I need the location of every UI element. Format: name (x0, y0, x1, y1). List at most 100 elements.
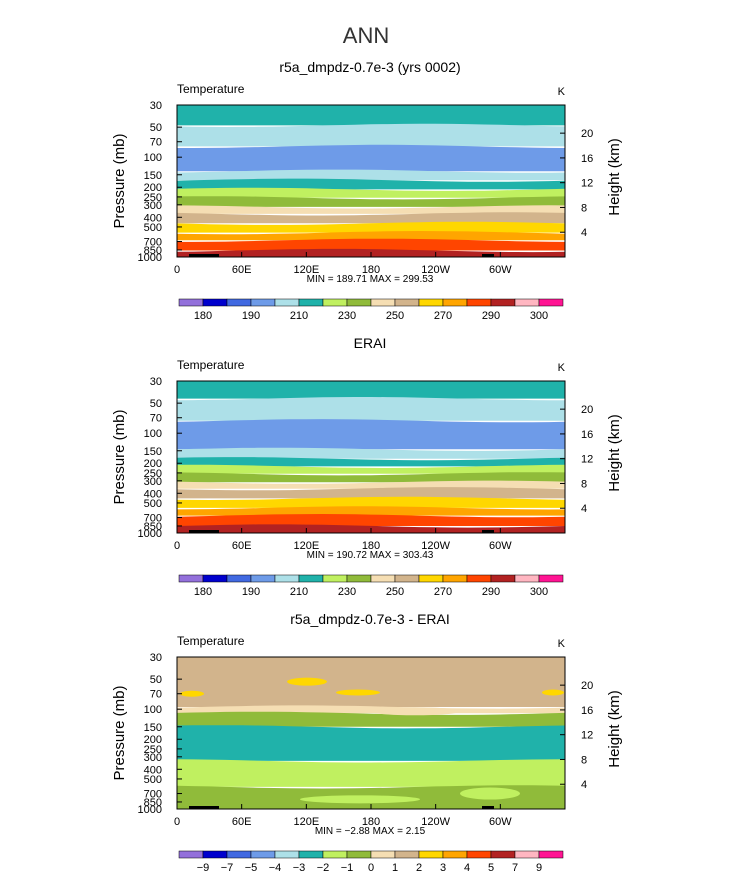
contour-band (177, 447, 565, 459)
y-tick-label: 400 (144, 488, 162, 500)
contour-band (177, 196, 565, 207)
colorbar-label: −2 (317, 862, 330, 874)
contour-band (177, 381, 565, 399)
contour-band (177, 487, 565, 499)
contour-band (177, 178, 565, 190)
anomaly-patch (287, 677, 327, 686)
contour-band (177, 169, 565, 181)
colorbar-swatch (466, 298, 492, 307)
units-label: K (558, 638, 566, 650)
colorbar-label: 270 (434, 310, 452, 322)
main-title: ANN (343, 23, 389, 48)
colorbar-label: 180 (194, 310, 212, 322)
colorbar-label: 300 (530, 586, 548, 598)
colorbar-label: −5 (245, 862, 258, 874)
colorbar-label: 9 (536, 862, 542, 874)
y-tick-label: 200 (144, 182, 162, 194)
y-right-tick-label: 16 (581, 429, 593, 441)
y-right-axis-label: Height (km) (606, 690, 623, 768)
colorbar-swatch (490, 574, 516, 583)
y-right-tick-label: 16 (581, 153, 593, 165)
y-tick-label: 850 (144, 245, 162, 257)
y-tick-label: 50 (150, 674, 162, 686)
colorbar-swatch (202, 298, 228, 307)
colorbar-swatch (298, 298, 324, 307)
contour-band (177, 464, 565, 474)
contour-band (177, 238, 565, 251)
colorbar-swatch (514, 298, 540, 307)
colorbar-label: 5 (488, 862, 494, 874)
colorbar-swatch (178, 850, 204, 859)
colorbar-swatch (394, 574, 420, 583)
variable-label: Temperature (177, 358, 245, 372)
colorbar-swatch (394, 850, 420, 859)
colorbar-label: 230 (338, 310, 356, 322)
y-tick-label: 250 (144, 744, 162, 756)
y-tick-label: 150 (144, 170, 162, 182)
y-tick-label: 250 (144, 468, 162, 480)
colorbar-swatch (226, 574, 252, 583)
colorbar-swatch (538, 574, 564, 583)
y-tick-label: 150 (144, 446, 162, 458)
colorbar-swatch (442, 850, 468, 859)
colorbar-label: 210 (290, 310, 308, 322)
contour-band (177, 759, 565, 787)
colorbar-swatch (346, 574, 372, 583)
y-tick-label: 850 (144, 797, 162, 809)
colorbar-swatch (322, 298, 348, 307)
contour-band (177, 231, 565, 241)
colorbar-label: −3 (293, 862, 306, 874)
x-tick-label: 0 (174, 816, 180, 828)
colorbar-swatch (466, 850, 492, 859)
colorbar-swatch (298, 850, 324, 859)
colorbar-label: 250 (386, 586, 404, 598)
colorbar-swatch (346, 850, 372, 859)
y-right-tick-label: 8 (581, 202, 587, 214)
contour-band (177, 725, 565, 761)
y-right-tick-label: 4 (581, 227, 587, 239)
panel-title: r5a_dmpdz-0.7e-3 - ERAI (290, 611, 450, 627)
colorbar-swatch (226, 850, 252, 859)
colorbar-swatch (370, 574, 396, 583)
stats-label: MIN = 190.72 MAX = 303.43 (307, 550, 434, 561)
colorbar-swatch (178, 298, 204, 307)
anomaly-patch (180, 690, 204, 697)
y-right-tick-label: 12 (581, 178, 593, 190)
y-tick-label: 850 (144, 521, 162, 533)
contour-band (177, 187, 565, 198)
x-tick-label: 60E (232, 264, 252, 276)
y-right-tick-label: 4 (581, 779, 587, 791)
colorbar-swatch (442, 574, 468, 583)
y-tick-label: 300 (144, 752, 162, 764)
x-tick-label: 60W (489, 264, 512, 276)
y-tick-label: 700 (144, 237, 162, 249)
contour-band (177, 657, 565, 707)
y-tick-label: 700 (144, 513, 162, 525)
colorbar-label: −4 (269, 862, 282, 874)
y-tick-label: 400 (144, 212, 162, 224)
y-right-tick-label: 16 (581, 705, 593, 717)
colorbar-label: −9 (197, 862, 210, 874)
colorbar-swatch (226, 298, 252, 307)
y-tick-label: 1000 (138, 252, 162, 264)
contour-bands (177, 381, 565, 533)
y-right-tick-label: 20 (581, 680, 593, 692)
colorbar-swatch (370, 298, 396, 307)
y-tick-label: 400 (144, 764, 162, 776)
colorbar-label: 250 (386, 310, 404, 322)
colorbar-label: 290 (482, 310, 500, 322)
topography-mark (189, 530, 219, 533)
contour-band (177, 105, 565, 126)
y-tick-label: 50 (150, 398, 162, 410)
y-right-tick-label: 4 (581, 503, 587, 515)
x-tick-label: 120E (293, 540, 319, 552)
colorbar-swatch (298, 574, 324, 583)
colorbar-swatch (394, 298, 420, 307)
anomaly-patch (542, 689, 564, 696)
topography-mark (482, 806, 494, 809)
y-right-tick-label: 12 (581, 730, 593, 742)
colorbar-swatch (274, 574, 300, 583)
colorbar-label: 1 (392, 862, 398, 874)
y-tick-label: 150 (144, 722, 162, 734)
